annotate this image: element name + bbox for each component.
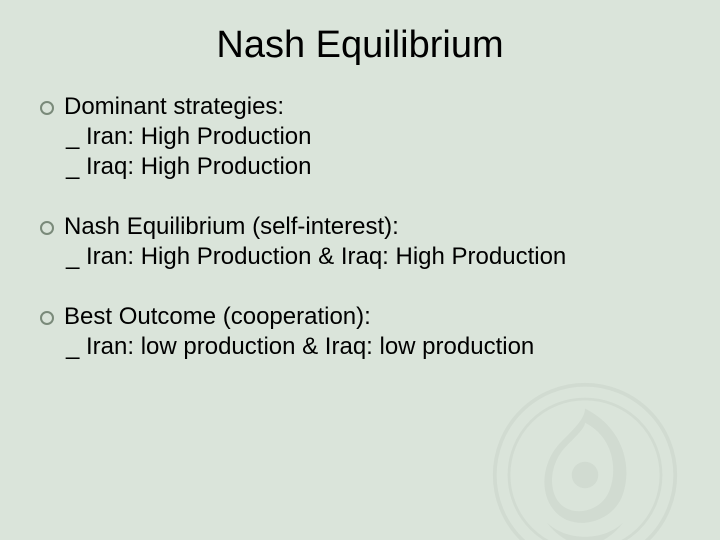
circle-bullet-icon xyxy=(40,221,54,235)
slide-title: Nash Equilibrium xyxy=(40,24,680,67)
sub-item-text: Iran: High Production & Iraq: High Produ… xyxy=(86,243,566,270)
section-heading: Best Outcome (cooperation): xyxy=(64,303,371,330)
section-best: Best Outcome (cooperation): _ Iran: low … xyxy=(40,303,680,361)
sub-item: _ Iran: High Production & Iraq: High Pro… xyxy=(40,243,680,271)
circle-bullet-icon xyxy=(40,101,54,115)
bullet-item: Dominant strategies: xyxy=(40,93,680,121)
sub-item: _ Iran: High Production xyxy=(40,123,680,151)
section-nash: Nash Equilibrium (self-interest): _ Iran… xyxy=(40,213,680,271)
sub-item-text: Iraq: High Production xyxy=(86,153,311,180)
circle-bullet-icon xyxy=(40,311,54,325)
bullet-item: Nash Equilibrium (self-interest): xyxy=(40,213,680,241)
section-heading: Dominant strategies: xyxy=(64,93,284,120)
sub-item-text: Iran: low production & Iraq: low product… xyxy=(86,333,534,360)
section-dominant: Dominant strategies: _ Iran: High Produc… xyxy=(40,93,680,181)
sub-item-text: Iran: High Production xyxy=(86,123,311,150)
ornament-icon xyxy=(490,380,680,540)
sub-item: _ Iran: low production & Iraq: low produ… xyxy=(40,333,680,361)
sub-item: _ Iraq: High Production xyxy=(40,153,680,181)
bullet-item: Best Outcome (cooperation): xyxy=(40,303,680,331)
slide-content: Nash Equilibrium Dominant strategies: _ … xyxy=(0,0,720,361)
section-heading: Nash Equilibrium (self-interest): xyxy=(64,213,399,240)
